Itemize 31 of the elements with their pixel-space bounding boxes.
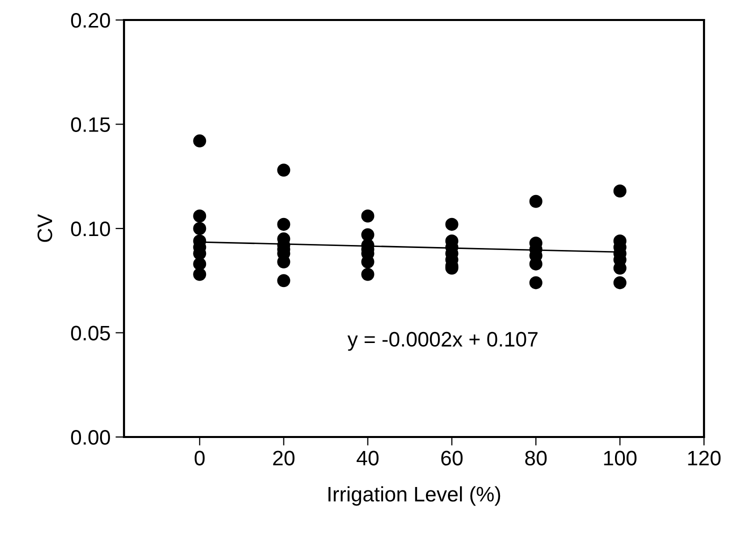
point <box>193 134 206 148</box>
annotation: y = -0.0002x + 0.107 <box>348 332 538 351</box>
point <box>193 209 206 222</box>
point <box>613 184 626 198</box>
point <box>613 276 626 290</box>
point <box>361 209 374 222</box>
x-tick-label: 20 <box>273 450 294 466</box>
point <box>277 164 290 177</box>
x-tick-label: 0 <box>194 450 205 466</box>
y-tick-label: 0.00 <box>71 430 110 445</box>
point <box>193 222 206 236</box>
x-tick-label: 80 <box>525 450 547 466</box>
point <box>277 274 290 288</box>
y-tick-label: 0.10 <box>71 222 110 236</box>
x-axis-title: Irrigation Level (%) <box>328 486 500 506</box>
x-tick-label: 100 <box>604 450 637 466</box>
point <box>529 194 542 208</box>
point <box>529 276 542 290</box>
y-axis-title: CV <box>38 214 52 242</box>
x-tick-label: 60 <box>441 450 463 466</box>
point <box>193 257 206 270</box>
point <box>277 218 290 231</box>
point <box>361 268 374 281</box>
point <box>193 268 206 281</box>
point <box>445 218 458 231</box>
y-tick-label: 0.15 <box>71 117 110 132</box>
y-tick-label: 0.20 <box>71 13 110 28</box>
x-tick-label: 120 <box>688 450 721 466</box>
point <box>361 228 374 242</box>
y-tick-label: 0.05 <box>71 326 110 341</box>
x-tick-label: 40 <box>356 450 379 466</box>
